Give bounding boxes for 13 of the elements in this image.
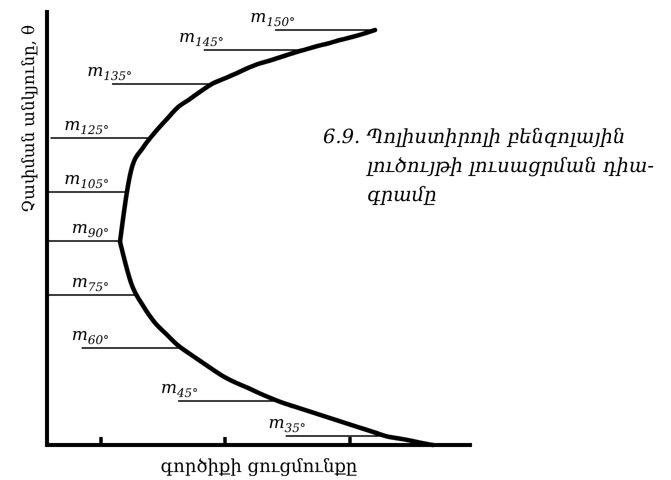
x-axis-title: գործիքի ցուցմունքը [160, 456, 358, 477]
annotation: m$_{135°}$ [87, 61, 132, 83]
text: m$_{60°}$ [72, 325, 109, 347]
annotation: m$_{145°}$ [178, 27, 224, 49]
text: m$_{150°}$ [250, 7, 296, 29]
annotation: m$_{45°}$ [160, 378, 198, 400]
y-axis-title: Չափման անկյունը, θ [19, 24, 38, 213]
annotation: m$_{35°}$ [268, 413, 306, 435]
annotation: 6.9. Պոլիստիրոլի բենզոլային լուծույթի լուսացրման դիա- գրամը [323, 125, 654, 206]
text: m$_{105°}$ [64, 169, 109, 191]
text: m$_{75°}$ [72, 272, 109, 294]
text: m$_{125°}$ [64, 115, 109, 137]
text: m$_{90°}$ [72, 218, 109, 240]
